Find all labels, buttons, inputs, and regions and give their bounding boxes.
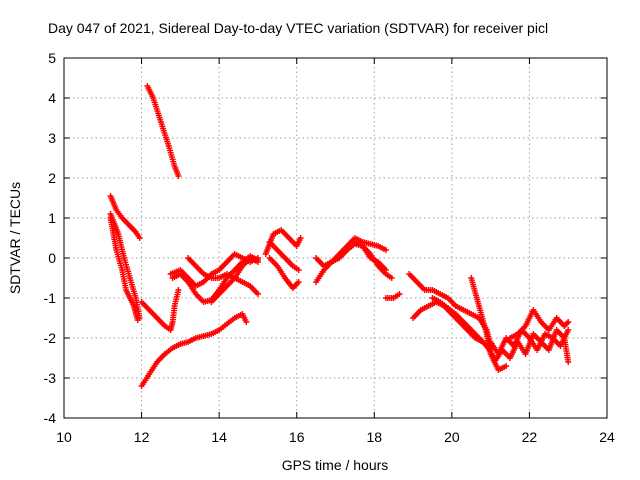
series-arc-17 [382,291,403,301]
y-tick-label: 5 [48,50,56,66]
series-arc-19 [410,299,494,353]
data-point [136,235,143,241]
x-tick-label: 18 [366,429,382,445]
axis-ticks [63,57,608,419]
series-arc-13 [266,255,302,291]
data-point [175,173,182,179]
data-point [175,287,182,293]
plot-frame [63,57,608,419]
y-axis-label: SDTVAR / TECUs [7,182,23,294]
series-arc-6 [138,311,250,389]
series-arc-24 [507,307,572,341]
x-axis-label: GPS time / hours [282,457,389,473]
series-arc-16 [351,239,389,273]
data-point [254,259,261,265]
x-tick-label: 12 [134,429,150,445]
data-point [396,291,403,297]
data-point [503,363,510,369]
x-tick-label: 22 [522,429,538,445]
y-tick-label: 2 [48,170,56,186]
series-arc-12 [266,239,302,273]
data-point [382,247,389,253]
data-point [295,279,302,285]
series-arc-4 [107,211,143,321]
data-point [388,275,395,281]
data-point [243,319,250,325]
data-point [565,319,572,325]
series-arc-5 [138,287,182,333]
data-point [136,315,143,321]
x-tick-label: 14 [211,429,227,445]
series-arc-2 [107,193,143,241]
y-tick-label: 3 [48,130,56,146]
x-tick-label: 24 [599,429,615,445]
x-tick-label: 16 [289,429,305,445]
y-tick-label: 0 [48,250,56,266]
y-tick-label: -4 [44,410,57,426]
data-points [107,83,572,389]
x-tick-label: 10 [56,429,72,445]
series-arc-1 [144,83,182,179]
data-point [254,291,261,297]
series-arc-11 [262,227,304,257]
data-point [565,327,572,333]
series-arc-21 [468,275,510,373]
y-tick-label: 1 [48,210,56,226]
y-tick-label: -1 [44,290,57,306]
grid-lines [64,58,607,418]
y-tick-labels: -4 -3 -2 -1 0 1 2 3 4 5 [44,50,57,426]
x-tick-labels: 10 12 14 16 18 20 22 24 [56,429,615,445]
x-tick-label: 20 [444,429,460,445]
data-point [565,359,572,365]
data-point [297,235,304,241]
y-tick-label: -2 [44,330,57,346]
y-tick-label: 4 [48,90,56,106]
series-arc-10 [208,255,261,305]
y-tick-label: -3 [44,370,57,386]
data-point [295,267,302,273]
chart-title: Day 047 of 2021, Sidereal Day-to-day VTE… [48,20,548,36]
series-arc-23 [491,327,572,365]
data-point [382,267,389,273]
